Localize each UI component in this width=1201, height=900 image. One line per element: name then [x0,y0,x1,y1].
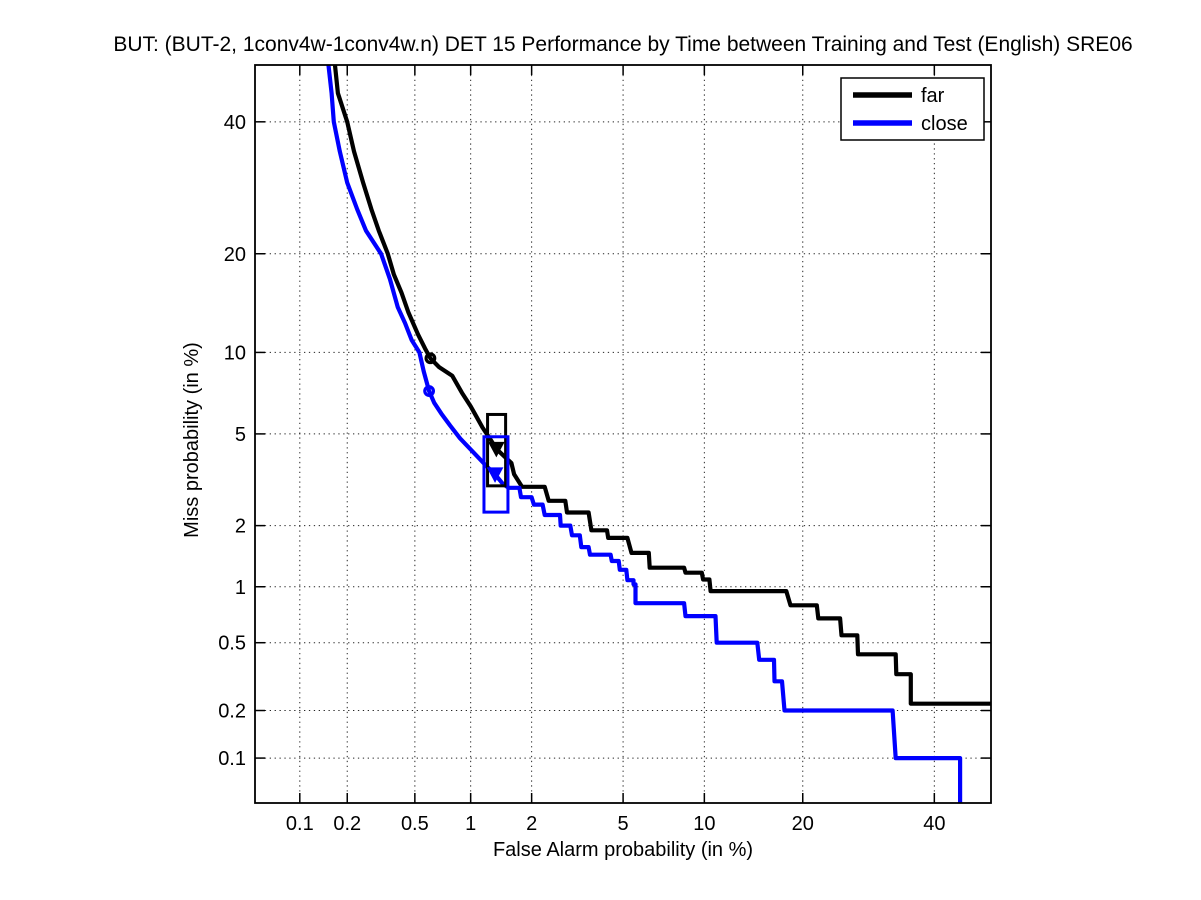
dcf-point-marker-close [486,467,504,483]
y-tick-label: 5 [235,424,246,446]
legend-label-far: far [921,85,945,107]
dcf-point-marker-far [488,441,505,458]
axis-tick-labels: 0.1 0.2 0.5 1 2 5 10 20 40 0.1 0.2 0.5 1 2 5 10 20 40 [218,112,945,835]
gridlines [255,65,991,803]
x-tick-label: 0.2 [333,813,361,835]
chart-title: BUT: (BUT-2, 1conv4w-1conv4w.n) DET 15 P… [113,33,1132,56]
det-curve-close [326,65,963,803]
y-tick-label: 40 [224,112,246,134]
x-tick-label: 1 [465,813,476,835]
y-tick-label: 10 [224,342,246,364]
x-tick-label: 10 [693,813,715,835]
dcf-box-far [486,412,508,488]
x-axis-title: False Alarm probability (in %) [493,839,753,861]
axis-ticks [255,65,991,803]
x-tick-label: 0.5 [401,813,429,835]
y-tick-label: 20 [224,244,246,266]
operating-point-marker-far [424,352,437,365]
legend: far close [840,77,985,141]
y-tick-label: 2 [235,516,246,538]
x-tick-label: 5 [618,813,629,835]
dcf-box-close [482,435,510,514]
y-tick-label: 1 [235,577,246,599]
y-tick-label: 0.1 [218,748,246,770]
operating-point-marker-close [423,385,436,397]
y-axis-title: Miss probability (in %) [181,342,203,538]
legend-label-close: close [921,113,968,135]
x-tick-label: 2 [526,813,537,835]
x-tick-label: 0.1 [286,813,314,835]
det-curves [326,65,991,803]
legend-frame [840,77,985,141]
det-curve-far [332,65,991,706]
dcf-markers [423,352,510,514]
y-tick-label: 0.2 [218,701,246,723]
y-tick-label: 0.5 [218,633,246,655]
x-tick-label: 20 [792,813,814,835]
x-tick-label: 40 [923,813,945,835]
